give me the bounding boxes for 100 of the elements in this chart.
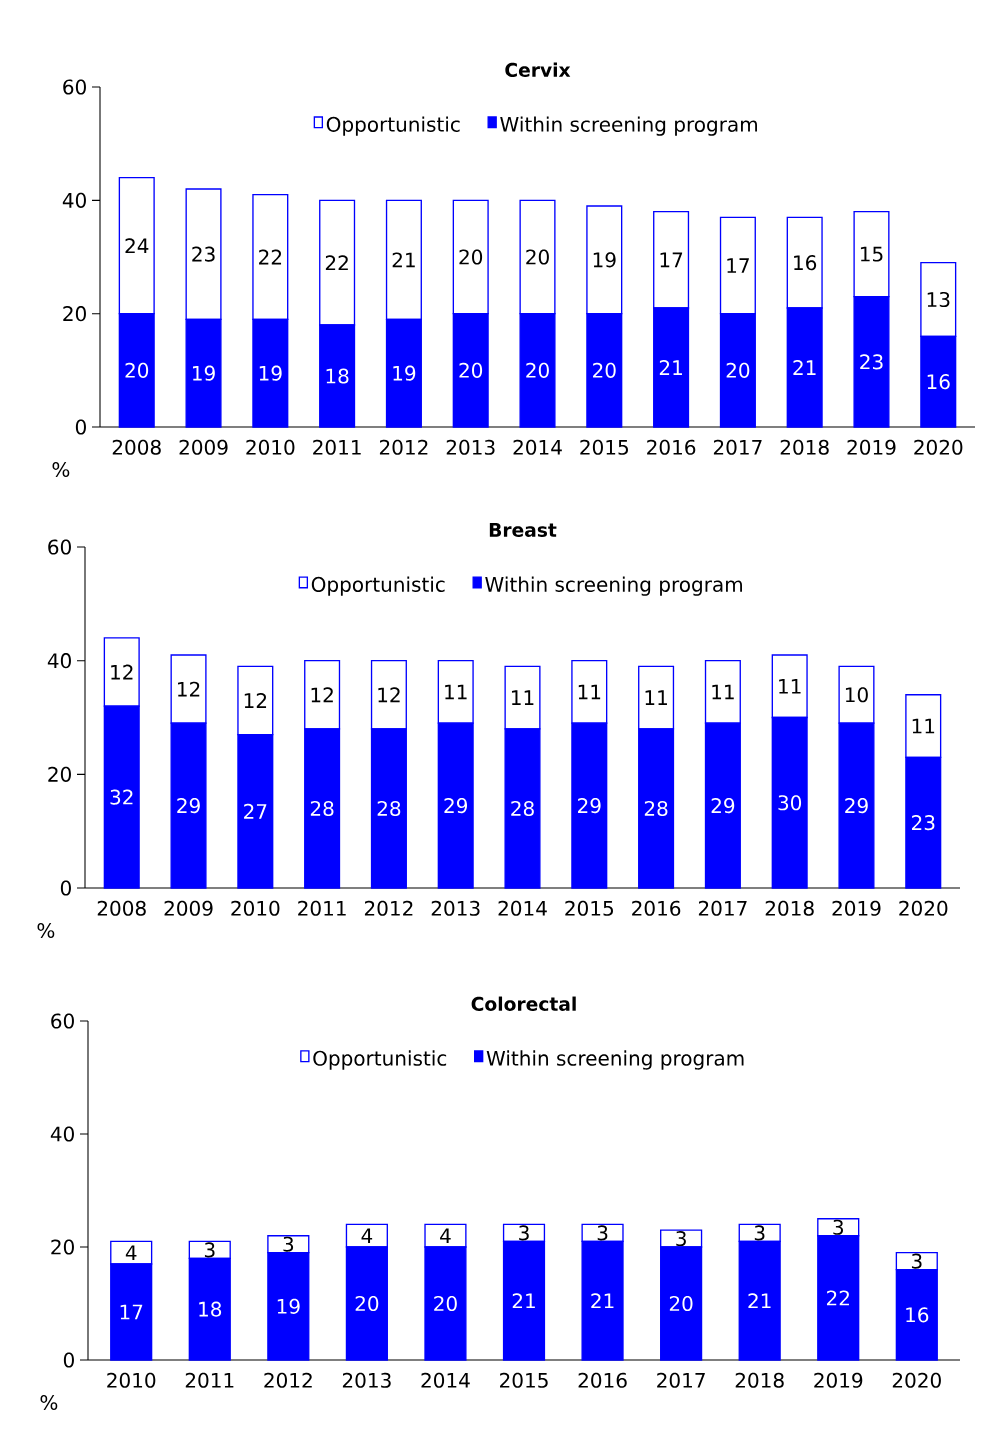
x-tick-label: 2016 [647, 439, 696, 455]
data-label: 11 [578, 684, 601, 700]
data-label: 15 [860, 246, 883, 262]
x-tick-label: 2020 [899, 900, 948, 916]
y-tick-label: 20 [63, 306, 86, 322]
x-tick-label: 2016 [632, 900, 681, 916]
y-tick-label: 40 [50, 1126, 74, 1142]
y-axis-title: % [52, 461, 70, 478]
x-tick-label: 2009 [164, 900, 213, 916]
x-tick-label: 2018 [765, 900, 814, 916]
data-label: 12 [111, 664, 133, 680]
data-label: 20 [459, 249, 483, 265]
x-tick-label: 2019 [814, 1372, 863, 1388]
x-tick-label: 2011 [313, 439, 361, 455]
y-tick-label: 20 [51, 1239, 74, 1255]
x-tick-label: 2013 [446, 439, 495, 455]
x-tick-label: 2020 [892, 1372, 941, 1388]
data-label: 29 [711, 798, 735, 814]
legend-label: Within screening program [500, 116, 757, 136]
x-tick-label: 2013 [431, 900, 480, 916]
x-tick-label: 2011 [298, 900, 346, 916]
data-label: 12 [244, 693, 267, 708]
legend-label: Opportunistic [313, 1050, 447, 1070]
data-label: 22 [325, 255, 348, 271]
x-tick-label: 2009 [179, 439, 228, 455]
data-label: 20 [459, 362, 483, 378]
x-tick-label: 2014 [421, 1372, 470, 1388]
x-tick-label: 2015 [565, 900, 613, 916]
data-label: 22 [259, 249, 282, 265]
x-tick-label: 2012 [264, 1372, 312, 1388]
y-tick-label: 60 [48, 539, 71, 555]
data-label: 28 [310, 800, 334, 817]
data-label: 29 [444, 798, 468, 814]
x-tick-label: 2014 [498, 900, 547, 916]
data-label: 32 [110, 789, 133, 805]
data-label: 16 [794, 255, 817, 271]
y-tick-label: 0 [60, 880, 71, 896]
data-label: 28 [511, 800, 534, 817]
chart-title: Breast [489, 523, 557, 537]
x-tick-label: 2012 [364, 900, 413, 916]
x-tick-label: 2010 [107, 1372, 156, 1388]
x-tick-label: 2020 [914, 439, 963, 455]
x-tick-label: 2013 [342, 1372, 391, 1388]
data-label: 4 [125, 1245, 137, 1260]
data-label: 21 [591, 1293, 614, 1309]
x-tick-label: 2017 [698, 900, 747, 916]
data-label: 24 [125, 238, 149, 254]
data-label: 11 [779, 678, 801, 694]
data-label: 11 [445, 684, 467, 700]
legend-label: Within screening program [486, 1050, 744, 1070]
data-label: 28 [644, 800, 668, 817]
x-tick-label: 2019 [847, 439, 896, 455]
x-tick-label: 2010 [231, 900, 280, 916]
data-label: 18 [199, 1301, 222, 1317]
data-label: 20 [355, 1295, 379, 1312]
y-tick-label: 40 [47, 653, 71, 669]
data-label: 20 [593, 362, 616, 378]
data-label: 30 [778, 795, 802, 811]
data-label: 18 [326, 368, 349, 384]
data-label: 11 [511, 690, 534, 705]
data-label: 3 [833, 1219, 843, 1235]
data-label: 20 [669, 1295, 693, 1312]
data-label: 19 [277, 1298, 300, 1314]
data-label: 12 [178, 681, 200, 697]
data-label: 22 [826, 1290, 849, 1306]
x-tick-label: 2016 [578, 1372, 627, 1388]
data-label: 17 [727, 258, 749, 273]
data-label: 21 [512, 1293, 535, 1309]
x-tick-label: 2015 [580, 439, 628, 455]
data-label: 4 [440, 1228, 451, 1244]
data-label: 3 [519, 1225, 529, 1241]
legend-label: Opportunistic [311, 576, 445, 596]
x-tick-label: 2012 [379, 439, 428, 455]
y-tick-label: 60 [63, 79, 86, 95]
data-label: 12 [311, 687, 333, 703]
x-tick-label: 2019 [832, 900, 881, 916]
y-tick-label: 40 [62, 192, 86, 208]
data-label: 21 [748, 1293, 771, 1309]
data-label: 21 [659, 360, 682, 375]
data-label: 21 [793, 360, 816, 375]
data-label: 20 [434, 1295, 457, 1312]
legend-label: Within screening program [485, 576, 742, 596]
legend-label: Opportunistic [326, 116, 460, 136]
data-label: 20 [526, 362, 549, 378]
data-label: 17 [660, 252, 683, 268]
data-label: 3 [597, 1225, 608, 1241]
data-label: 12 [378, 687, 400, 703]
x-tick-label: 2014 [513, 439, 562, 455]
data-label: 19 [193, 365, 215, 381]
data-label: 28 [377, 800, 401, 817]
data-label: 21 [392, 252, 415, 268]
data-label: 11 [645, 690, 667, 705]
y-tick-label: 0 [63, 1352, 74, 1368]
data-label: 29 [578, 798, 601, 814]
x-tick-label: 2017 [713, 439, 762, 455]
y-tick-label: 20 [48, 766, 71, 782]
data-label: 20 [726, 362, 750, 378]
data-label: 10 [845, 687, 868, 703]
x-tick-label: 2017 [657, 1372, 705, 1388]
data-label: 4 [361, 1228, 373, 1244]
